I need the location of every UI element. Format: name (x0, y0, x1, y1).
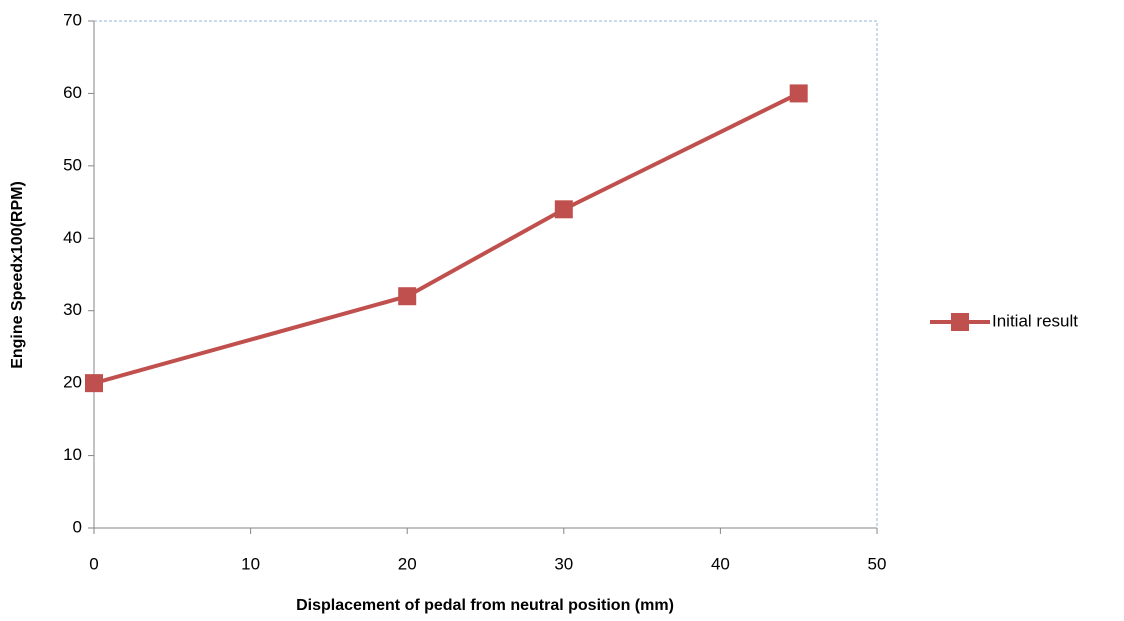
y-tick-label: 10 (63, 445, 82, 464)
y-axis-title: Engine Speedx100(RPM) (9, 181, 26, 369)
marker (398, 287, 417, 306)
legend-label: Initial result (992, 311, 1078, 330)
y-tick-label: 70 (63, 10, 82, 29)
y-tick-label: 30 (63, 300, 82, 319)
x-tick-label: 10 (241, 554, 260, 573)
x-tick-label: 30 (554, 554, 573, 573)
y-tick-label: 50 (63, 155, 82, 174)
x-tick-label: 50 (868, 554, 887, 573)
x-tick-label: 20 (398, 554, 417, 573)
marker (85, 374, 103, 393)
marker (554, 200, 573, 219)
x-tick-label: 40 (711, 554, 730, 573)
plot-border (94, 20, 878, 528)
legend-marker (951, 313, 969, 331)
y-tick-label: 20 (63, 373, 82, 392)
x-axis-title: Displacement of pedal from neutral posit… (296, 597, 674, 614)
marker (789, 84, 808, 103)
y-tick-label: 60 (63, 83, 82, 102)
y-tick-label: 40 (63, 228, 82, 247)
x-tick-label: 0 (89, 554, 98, 573)
series-line (93, 91, 800, 386)
y-tick-label: 0 (73, 517, 82, 536)
